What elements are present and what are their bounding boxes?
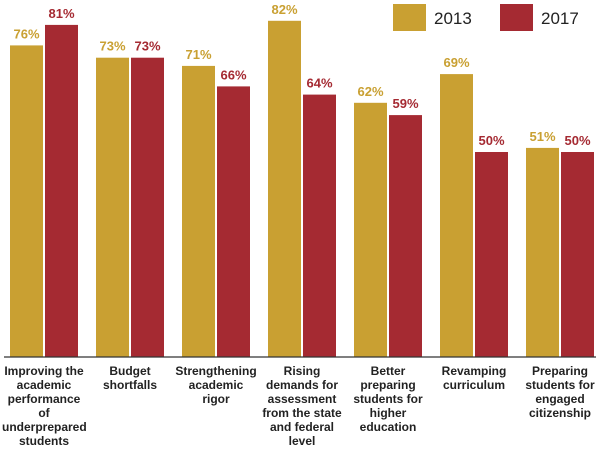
legend-label: 2013 xyxy=(434,9,472,28)
value-label: 69% xyxy=(443,55,469,70)
category-label: Better preparing students for higher edu… xyxy=(353,364,423,434)
bar xyxy=(217,86,250,358)
bar xyxy=(389,115,422,357)
value-label: 82% xyxy=(271,2,297,17)
value-label: 64% xyxy=(306,76,332,91)
bar xyxy=(354,102,387,357)
category-label: Rising demands for assessment from the s… xyxy=(262,364,342,448)
legend-swatch xyxy=(393,4,426,31)
category-label: Strengthening academic rigor xyxy=(175,364,257,406)
value-label: 73% xyxy=(99,39,125,54)
category-label: Revamping curriculum xyxy=(441,364,507,392)
value-label: 59% xyxy=(392,96,418,111)
bar xyxy=(526,147,559,357)
bar xyxy=(131,57,164,357)
value-label: 81% xyxy=(48,6,74,21)
bar xyxy=(561,152,594,357)
category-label: Preparing students for engaged citizensh… xyxy=(525,364,595,420)
bar xyxy=(10,45,43,358)
bar xyxy=(440,74,473,357)
value-label: 73% xyxy=(134,39,160,54)
value-label: 51% xyxy=(529,129,555,144)
value-label: 50% xyxy=(478,133,504,148)
bar xyxy=(96,57,129,357)
bar xyxy=(475,152,508,357)
value-label: 62% xyxy=(357,84,383,99)
category-label: Budget shortfalls xyxy=(102,364,157,392)
legend-swatch xyxy=(500,4,533,31)
bar xyxy=(303,94,336,357)
bar xyxy=(182,65,215,358)
bar xyxy=(45,24,78,358)
bar xyxy=(268,20,301,358)
value-label: 50% xyxy=(564,133,590,148)
category-label: Improving the academic performance of un… xyxy=(2,364,87,448)
value-label: 71% xyxy=(185,47,211,62)
value-label: 66% xyxy=(220,67,246,82)
value-label: 76% xyxy=(13,26,39,41)
legend-label: 2017 xyxy=(541,9,579,28)
